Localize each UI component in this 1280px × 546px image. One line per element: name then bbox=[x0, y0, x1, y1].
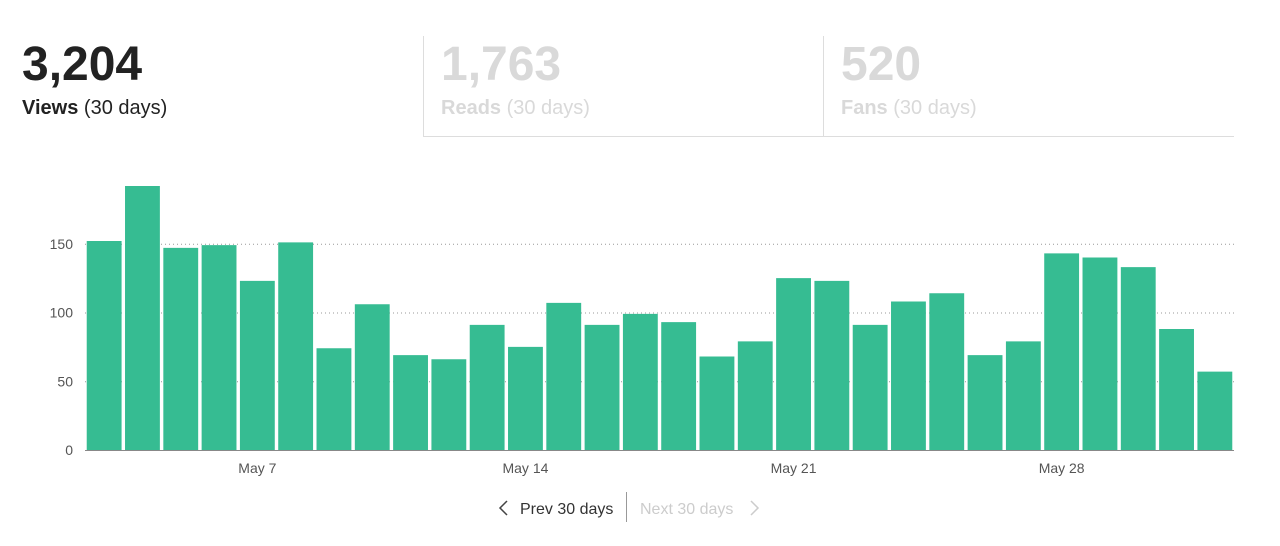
bar bbox=[661, 322, 697, 450]
bar bbox=[239, 280, 275, 450]
x-tick-label: May 21 bbox=[771, 460, 817, 476]
stat-name: Views bbox=[22, 97, 78, 119]
next-label: Next 30 days bbox=[640, 501, 733, 518]
next-button[interactable]: Next 30 days bbox=[640, 500, 760, 518]
bar bbox=[622, 313, 658, 450]
bar bbox=[967, 355, 1003, 450]
bar bbox=[278, 242, 314, 450]
bar bbox=[316, 348, 352, 450]
bar bbox=[125, 186, 160, 450]
bar bbox=[508, 346, 543, 450]
bar bbox=[163, 247, 199, 450]
bar bbox=[814, 280, 850, 450]
bar bbox=[1082, 257, 1118, 450]
bar bbox=[776, 278, 811, 450]
bar bbox=[1005, 341, 1041, 450]
bar bbox=[546, 302, 582, 450]
bar bbox=[699, 356, 735, 450]
bar bbox=[201, 245, 237, 450]
tab-views[interactable]: 3,204 Views (30 days) bbox=[22, 38, 167, 119]
bar bbox=[1159, 329, 1194, 450]
chevron-right bbox=[750, 500, 760, 516]
bar bbox=[929, 293, 965, 450]
tab-fans[interactable]: 520 Fans (30 days) bbox=[841, 38, 977, 119]
x-tick-label: May 28 bbox=[1039, 460, 1085, 476]
stat-value: 3,204 bbox=[22, 38, 142, 91]
bar bbox=[354, 304, 390, 450]
bar bbox=[1197, 371, 1233, 450]
stat-label: Fans (30 days) bbox=[841, 97, 977, 119]
y-tick-label: 150 bbox=[50, 236, 74, 252]
prev-label: Prev 30 days bbox=[520, 501, 613, 518]
bar bbox=[469, 324, 505, 450]
x-tick-label: May 7 bbox=[238, 460, 276, 476]
stat-value: 520 bbox=[841, 38, 921, 91]
x-tick-label: May 14 bbox=[502, 460, 548, 476]
stat-label: Reads (30 days) bbox=[441, 97, 590, 119]
y-tick-label: 50 bbox=[57, 373, 73, 389]
stat-value: 1,763 bbox=[441, 38, 561, 91]
bar bbox=[393, 355, 428, 450]
bar bbox=[737, 341, 773, 450]
bar bbox=[86, 241, 122, 450]
bar bbox=[431, 359, 467, 450]
prev-button[interactable]: Prev 30 days bbox=[498, 500, 613, 518]
y-tick-label: 0 bbox=[65, 442, 73, 458]
bar bbox=[891, 301, 926, 450]
tab-reads[interactable]: 1,763 Reads (30 days) bbox=[441, 38, 590, 119]
stat-period: (30 days) bbox=[507, 97, 590, 119]
bar bbox=[852, 324, 888, 450]
bar bbox=[584, 324, 620, 450]
stat-label: Views (30 days) bbox=[22, 97, 167, 119]
stat-name: Fans bbox=[841, 97, 888, 119]
y-tick-label: 100 bbox=[50, 305, 74, 321]
stat-name: Reads bbox=[441, 97, 501, 119]
stat-period: (30 days) bbox=[84, 97, 167, 119]
bar bbox=[1120, 267, 1156, 450]
chart: 0 50 100 150 May 7 May 14 May 21 May 28 bbox=[50, 186, 1234, 476]
stat-period: (30 days) bbox=[893, 97, 976, 119]
chevron-left bbox=[498, 500, 508, 516]
bar bbox=[1044, 253, 1080, 450]
